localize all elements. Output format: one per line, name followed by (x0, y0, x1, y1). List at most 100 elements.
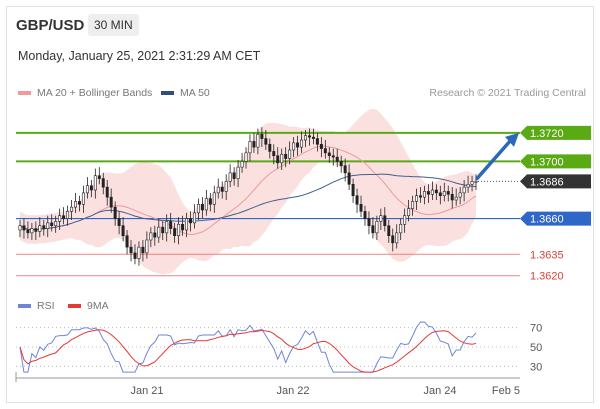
candle-body (288, 149, 292, 159)
candle-body (70, 206, 74, 212)
resistance-tag-label: 1.3700 (530, 156, 564, 168)
candle-body (399, 223, 403, 234)
candle-body (173, 228, 177, 237)
candle-body (185, 218, 189, 231)
candle-body (212, 192, 216, 205)
candle-body (395, 232, 399, 244)
candle-body (284, 153, 288, 159)
rsi-line (19, 321, 477, 373)
candle-body (236, 166, 240, 179)
candle-body (101, 178, 105, 188)
candle-body (22, 225, 26, 231)
candle-body (85, 185, 89, 194)
candle-body (196, 203, 200, 214)
legend-rsi-ma-label: 9MA (87, 300, 109, 312)
timeframe-badge[interactable]: 30 MIN (88, 14, 139, 36)
candle-body (450, 193, 454, 201)
candle-body (470, 181, 474, 185)
candle-body (280, 153, 284, 164)
candle-body (256, 133, 260, 148)
candle-body (375, 221, 379, 234)
pivot-tag (520, 211, 591, 226)
candle-body (117, 218, 121, 227)
datetime-label: Monday, January 25, 2021 2:31:29 AM CET (18, 49, 261, 63)
candle-body (371, 225, 375, 234)
candle-body (97, 175, 101, 179)
candle-body (379, 215, 383, 222)
candle-body (46, 222, 50, 229)
candle-body (240, 161, 244, 168)
candle-body (34, 228, 38, 232)
candle-body (157, 226, 161, 238)
candle-body (343, 165, 347, 174)
candle-body (30, 228, 34, 234)
candle-body (153, 232, 157, 238)
rsi-tick-label: 50 (530, 342, 542, 354)
candle-body (54, 221, 58, 227)
copyright-label: Research © 2021 Trading Central (429, 87, 586, 99)
candle-body (335, 156, 339, 162)
candle-body (300, 139, 304, 148)
candle-body (359, 203, 363, 212)
candle-body (458, 192, 462, 198)
candle-body (38, 225, 42, 232)
legend-ma50: MA 50 (161, 87, 210, 99)
resistance-tag-label: 1.3720 (530, 128, 564, 140)
candle-body (220, 186, 224, 192)
candle-body (474, 181, 478, 183)
pair-title: GBP/USD (16, 17, 85, 34)
candle-body (137, 246, 141, 259)
support-label: 1.3635 (530, 249, 564, 261)
rsi-tick-label: 70 (530, 323, 542, 335)
candle-body (58, 215, 62, 222)
x-tick-label: Jan 21 (130, 385, 163, 397)
candle-body (339, 161, 343, 167)
current-price-tag (520, 174, 591, 189)
candle-body (438, 192, 442, 197)
candle-body (62, 215, 66, 219)
candle-body (165, 221, 169, 234)
candle-body (426, 191, 430, 195)
candle-body (121, 225, 125, 237)
candle-body (323, 148, 327, 154)
candle-body (232, 172, 236, 179)
candle-body (264, 138, 268, 145)
candle-body (224, 181, 228, 192)
bollinger-bands (20, 108, 476, 275)
projection-arrow (475, 137, 514, 181)
candle-body (315, 138, 319, 145)
pivot-tag-label: 1.3660 (530, 214, 564, 226)
candle-body (161, 226, 165, 234)
candle-body (89, 185, 93, 191)
candle-body (272, 151, 276, 157)
legend-ma50-label: MA 50 (180, 87, 210, 99)
legend-rsi-ma: 9MA (68, 300, 109, 312)
resistance-tag (520, 154, 591, 169)
candle-body (422, 191, 426, 198)
candle-body (204, 198, 208, 211)
candle-body (466, 183, 470, 188)
rsi-ma-swatch (68, 304, 81, 308)
candle-body (391, 235, 395, 244)
legend-ma20: MA 20 + Bollinger Bands (18, 87, 152, 99)
ma20-swatch (18, 91, 31, 95)
candle-body (415, 195, 419, 202)
candle-body (454, 196, 458, 201)
candle-body (434, 189, 438, 194)
candle-body (327, 152, 331, 157)
rsi-ma-line (19, 329, 477, 373)
candle-body (18, 225, 22, 231)
candle-body (145, 239, 149, 254)
candle-body (355, 195, 359, 205)
candle-body (252, 141, 256, 148)
candle-body (177, 223, 181, 237)
candle-body (93, 175, 97, 191)
candle-body (268, 143, 272, 152)
candle-body (66, 211, 70, 219)
candle-body (113, 206, 117, 219)
candle-body (200, 203, 204, 211)
candle-body (363, 211, 367, 219)
candle-body (387, 225, 391, 237)
candle-body (81, 192, 85, 205)
candle-body (383, 215, 387, 227)
